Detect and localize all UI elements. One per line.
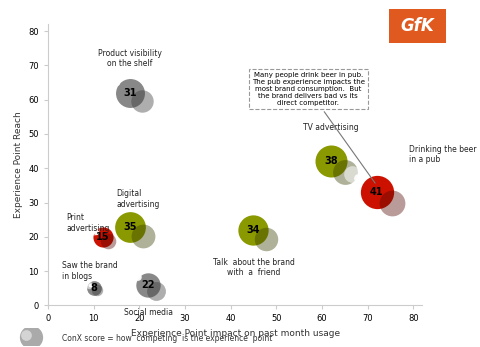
Point	[86, 283, 94, 288]
Point	[105, 238, 112, 244]
Point	[106, 208, 113, 214]
Text: 15: 15	[96, 232, 109, 242]
Point	[126, 224, 134, 229]
Point	[108, 76, 116, 82]
Text: GfK: GfK	[401, 17, 434, 35]
X-axis label: Experience Point impact on past month usage: Experience Point impact on past month us…	[131, 329, 340, 338]
Text: Many people drink beer in pub.
The pub experience impacts the
most brand consump: Many people drink beer in pub. The pub e…	[252, 72, 375, 183]
Point	[134, 274, 142, 280]
Text: 8: 8	[90, 283, 97, 293]
Point	[139, 233, 147, 239]
Point	[250, 227, 257, 233]
Point	[144, 282, 152, 288]
Text: ConX score = how  competing  is the experience  point: ConX score = how competing is the experi…	[62, 334, 273, 343]
Point	[90, 227, 98, 233]
Point	[110, 212, 118, 217]
Text: Talk  about the brand
with  a  friend: Talk about the brand with a friend	[213, 258, 294, 277]
Point	[93, 288, 100, 293]
Point	[112, 79, 120, 85]
Point	[134, 236, 142, 242]
Point	[341, 169, 349, 175]
Point	[354, 176, 362, 181]
Point	[90, 286, 97, 291]
Point	[138, 99, 145, 104]
Text: 38: 38	[324, 156, 338, 167]
Point	[373, 189, 381, 195]
Text: 41: 41	[370, 187, 384, 197]
Text: 22: 22	[142, 280, 155, 290]
Point	[262, 237, 270, 242]
Point	[327, 159, 335, 164]
Text: 35: 35	[123, 221, 137, 231]
Point	[126, 90, 134, 96]
Y-axis label: Experience Point Reach: Experience Point Reach	[14, 111, 23, 218]
Point	[234, 215, 242, 221]
Text: 31: 31	[123, 88, 137, 98]
Text: 34: 34	[247, 225, 260, 235]
Text: TV advertising: TV advertising	[303, 122, 359, 132]
Text: Social media: Social media	[124, 308, 173, 317]
Text: Product visibility
on the shelf: Product visibility on the shelf	[98, 49, 162, 68]
Point	[348, 171, 356, 177]
Text: Drinking the beer
in a pub: Drinking the beer in a pub	[408, 145, 476, 164]
Text: Saw the brand
in blogs: Saw the brand in blogs	[62, 261, 118, 281]
Point	[92, 229, 100, 235]
Point	[180, 255, 188, 261]
Point	[388, 201, 396, 206]
Point	[132, 272, 139, 278]
Point	[305, 142, 312, 147]
Point	[153, 288, 160, 294]
Point	[85, 282, 93, 287]
Point	[99, 234, 107, 239]
Point	[310, 146, 318, 151]
Point	[229, 212, 237, 218]
Text: Print
advertising: Print advertising	[66, 213, 109, 233]
Text: Digital
advertising: Digital advertising	[117, 189, 160, 209]
